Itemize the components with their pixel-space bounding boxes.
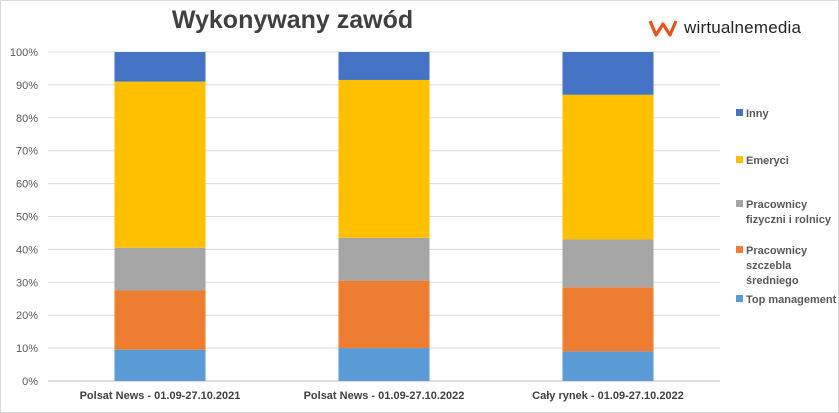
y-tick-label: 10% (16, 343, 38, 355)
y-tick-label: 70% (16, 146, 38, 158)
bar-segment (114, 81, 206, 248)
legend-item: Top management (736, 293, 836, 308)
bar-segment (338, 348, 430, 381)
y-tick-label: 100% (10, 47, 38, 59)
y-tick-label: 0% (22, 376, 38, 388)
brand-logo: wirtualnemedia (648, 16, 801, 40)
legend-swatch (736, 156, 743, 163)
legend-swatch (736, 295, 743, 302)
bar-segment (114, 247, 206, 291)
wm-logo-icon (648, 20, 678, 37)
legend-item: Pracownicy szczebla średniego (736, 244, 807, 289)
bar-segment (562, 351, 654, 381)
bar-segment (114, 290, 206, 350)
legend-label: Emeryci (746, 155, 789, 167)
legend-label: szczebla (746, 260, 792, 272)
y-tick-label: 30% (16, 277, 38, 289)
legend-label: Top management (746, 294, 837, 306)
bar-segment (562, 287, 654, 352)
brand-logo-text: wirtualnemedia (684, 18, 802, 37)
x-category-label: Polsat News - 01.09-27.10.2021 (80, 390, 241, 402)
bar-segment (114, 349, 206, 381)
bar-segment (562, 52, 654, 95)
legend-swatch (736, 200, 743, 207)
legend-swatch (736, 246, 743, 253)
legend-label: fizyczni i rolnicy (746, 214, 831, 226)
legend-label: Pracownicy (746, 245, 808, 257)
bar-segment (338, 280, 430, 349)
y-tick-label: 20% (16, 310, 38, 322)
bar-segment (562, 94, 654, 240)
y-tick-label: 50% (16, 212, 38, 224)
legend-item: Pracownicy fizyczni i rolnicy (736, 198, 831, 228)
legend-item: Inny (736, 107, 769, 122)
legend-swatch (736, 109, 743, 116)
legend-label: Inny (746, 108, 769, 120)
y-tick-label: 60% (16, 179, 38, 191)
bar-segment (338, 52, 430, 80)
bar-segment (338, 237, 430, 281)
y-tick-label: 40% (16, 244, 38, 256)
x-category-label: Cały rynek - 01.09-27.10.2022 (532, 390, 684, 402)
chart-title: Wykonywany zawód (171, 6, 414, 34)
bar-segment (562, 239, 654, 288)
legend-label: średniego (746, 275, 799, 287)
legend-label: Pracownicy (746, 199, 808, 211)
bar-segment (338, 79, 430, 238)
y-tick-label: 80% (16, 113, 38, 125)
legend-item: Emeryci (736, 154, 789, 169)
bar-segment (114, 52, 206, 82)
y-tick-label: 90% (16, 80, 38, 92)
x-category-label: Polsat News - 01.09-27.10.2022 (304, 390, 465, 402)
